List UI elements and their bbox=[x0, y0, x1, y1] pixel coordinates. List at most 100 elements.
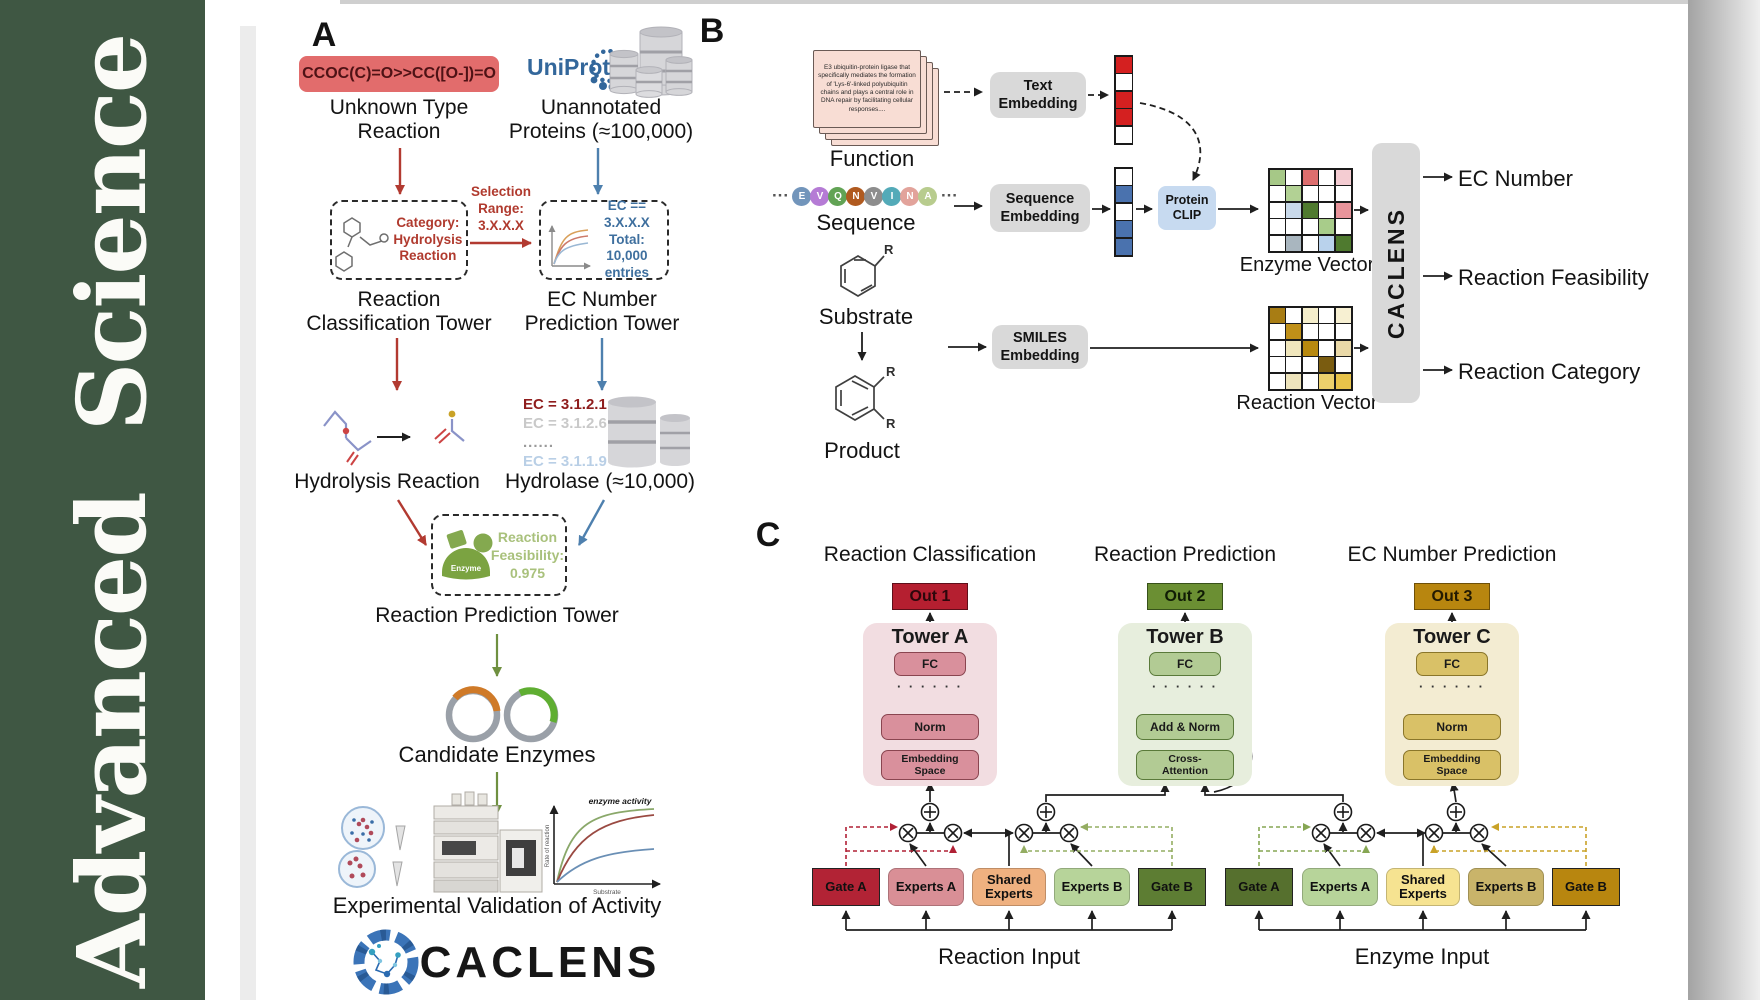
uniprot-logo: UniProt bbox=[527, 54, 611, 80]
journal-title: Advanced Science bbox=[57, 34, 168, 988]
hplc-instrument-icon bbox=[433, 791, 543, 893]
output-reaction-category: Reaction Category bbox=[1458, 359, 1641, 384]
ec-result-list: EC = 3.1.2.1 EC = 3.1.2.6 ...... EC = 3.… bbox=[523, 395, 607, 471]
page-edge-right bbox=[1688, 0, 1760, 1000]
ec-range-text: EC == 3.X.X.X Total: 10,000 entries bbox=[603, 197, 650, 281]
enzyme-vector-matrix bbox=[1268, 168, 1353, 253]
database-cluster-top-icon bbox=[609, 26, 693, 98]
amino-acid-token: I bbox=[882, 186, 902, 206]
amino-acid-token: N bbox=[846, 186, 866, 206]
enzyme-gate-a-box: Gate A bbox=[1225, 868, 1293, 906]
r-group-label: R bbox=[884, 242, 894, 257]
classification-result-box: Category: Hydrolysis Reaction bbox=[330, 200, 468, 280]
feasibility-box: Reaction Feasibility: 0.975 bbox=[431, 514, 567, 596]
tower-a-title: Tower A bbox=[891, 626, 969, 648]
operator-nodes bbox=[898, 802, 1489, 843]
amino-acid-token: A bbox=[918, 186, 938, 206]
acetate-molecule-icon bbox=[434, 410, 465, 444]
plot-note-label: enzyme activity bbox=[589, 796, 653, 806]
enzyme-input-label: Enzyme Input bbox=[1354, 944, 1490, 969]
enzyme-shared-experts-box: Shared Experts bbox=[1386, 868, 1460, 906]
amino-acid-token: E bbox=[792, 186, 812, 206]
ester-molecule-icon bbox=[323, 410, 372, 466]
database-cluster-mid-icon bbox=[608, 396, 690, 468]
output-ec-number: EC Number bbox=[1458, 166, 1573, 191]
plasmid-icons bbox=[445, 686, 559, 743]
reaction-shared-experts-box: Shared Experts bbox=[972, 868, 1046, 906]
hydrolysis-label: Hydrolysis Reaction bbox=[294, 470, 480, 493]
text-embedding-vector bbox=[1114, 55, 1134, 145]
out-1-box: Out 1 bbox=[892, 583, 968, 610]
protein-clip-box: Protein CLIP bbox=[1158, 186, 1216, 230]
tower-c-norm: Norm bbox=[1403, 714, 1501, 740]
tower-b-cross-attention: Cross- Attention bbox=[1136, 750, 1234, 780]
substrate-label: Substrate bbox=[818, 304, 914, 329]
ec-range-box: EC == 3.X.X.X Total: 10,000 entries bbox=[539, 197, 669, 281]
caclens-model-bar: CACLENS bbox=[1372, 143, 1420, 403]
panel-a-label: A bbox=[311, 16, 337, 54]
out-3-box: Out 3 bbox=[1414, 583, 1490, 610]
smiles-embedding-box: SMILES Embedding bbox=[992, 325, 1088, 369]
ec-item: EC = 3.1.2.1 bbox=[523, 396, 607, 413]
unannotated-proteins-label: Unannotated Proteins (≈100,000) bbox=[508, 96, 694, 143]
tower-b-fc: FC bbox=[1149, 652, 1221, 676]
panel-c-label: C bbox=[755, 516, 781, 554]
amino-acid-token: Q bbox=[828, 186, 848, 206]
heading-reaction-classification: Reaction Classification bbox=[823, 543, 1037, 566]
reaction-input-label: Reaction Input bbox=[938, 944, 1080, 969]
page-edge-left bbox=[240, 26, 256, 1000]
ec-item: EC = 3.1.1.9 bbox=[523, 453, 607, 470]
feasibility-text: Reaction Feasibility: 0.975 bbox=[490, 528, 565, 582]
tower-b-title: Tower B bbox=[1146, 626, 1224, 648]
function-card: E3 ubiquitin-protein ligase that specifi… bbox=[813, 50, 921, 128]
tower-c-fc: FC bbox=[1416, 652, 1488, 676]
reaction-experts-a-box: Experts A bbox=[888, 868, 964, 906]
caclens-wordmark: CACLENS bbox=[419, 938, 661, 987]
unknown-reaction-label: Unknown Type Reaction bbox=[329, 96, 469, 143]
heading-reaction-prediction: Reaction Prediction bbox=[1093, 543, 1277, 566]
hydrolase-label: Hydrolase (≈10,000) bbox=[504, 470, 696, 493]
reaction-gate-b-box: Gate B bbox=[1138, 868, 1206, 906]
validation-label: Experimental Validation of Activity bbox=[332, 893, 662, 918]
tower-c-dots: · · · · · · bbox=[1418, 679, 1486, 694]
tower-b-dots: · · · · · · bbox=[1151, 679, 1219, 694]
reaction-gate-a-box: Gate A bbox=[812, 868, 880, 906]
caclens-logo-icon bbox=[353, 929, 419, 995]
prediction-tower-label: Reaction Prediction Tower bbox=[375, 604, 619, 627]
amino-acid-token: N bbox=[900, 186, 920, 206]
classification-tower-label: Reaction Classification Tower bbox=[306, 288, 492, 335]
reaction-experts-b-box: Experts B bbox=[1054, 868, 1130, 906]
caclens-bar-label: CACLENS bbox=[1382, 206, 1409, 340]
journal-sidebar: Advanced Science bbox=[0, 0, 205, 1000]
tower-c-title: Tower C bbox=[1413, 626, 1491, 648]
ec-item: ...... bbox=[523, 434, 555, 451]
reaction-vector-matrix bbox=[1268, 306, 1353, 391]
ec-tower-label: EC Number Prediction Tower bbox=[524, 288, 680, 335]
tower-a-dots: · · · · · · bbox=[896, 679, 964, 694]
function-label: Function bbox=[829, 146, 915, 171]
panel-b-label: B bbox=[699, 12, 725, 50]
ellipsis: ··· bbox=[772, 186, 789, 205]
candidate-enzymes-label: Candidate Enzymes bbox=[398, 742, 596, 767]
out-2-box: Out 2 bbox=[1147, 583, 1223, 610]
substrate-molecule-icon bbox=[840, 255, 885, 297]
amino-acid-token: V bbox=[864, 186, 884, 206]
petri-dish-icons bbox=[338, 806, 406, 888]
heading-ec-number-prediction: EC Number Prediction bbox=[1347, 543, 1557, 566]
enzyme-vector-label: Enzyme Vector bbox=[1239, 254, 1375, 276]
page-edge-top bbox=[340, 0, 1688, 4]
reaction-vector-label: Reaction Vector bbox=[1236, 392, 1378, 414]
panel-b-arrows bbox=[857, 87, 1453, 375]
output-reaction-feasibility: Reaction Feasibility bbox=[1458, 265, 1649, 290]
enzyme-experts-b-box: Experts B bbox=[1468, 868, 1544, 906]
activity-plot-icon: enzyme activity Rate of reaction Substra… bbox=[545, 796, 661, 896]
sequence-embedding-vector bbox=[1114, 167, 1134, 257]
ellipsis: ··· bbox=[940, 186, 958, 205]
sequence-embedding-box: Sequence Embedding bbox=[990, 184, 1090, 232]
sequence-label: Sequence bbox=[816, 210, 916, 235]
selection-range-label: Selection Range: 3.X.X.X bbox=[470, 184, 532, 233]
plot-ylabel: Rate of reaction bbox=[545, 825, 551, 867]
amino-acid-token: V bbox=[810, 186, 830, 206]
